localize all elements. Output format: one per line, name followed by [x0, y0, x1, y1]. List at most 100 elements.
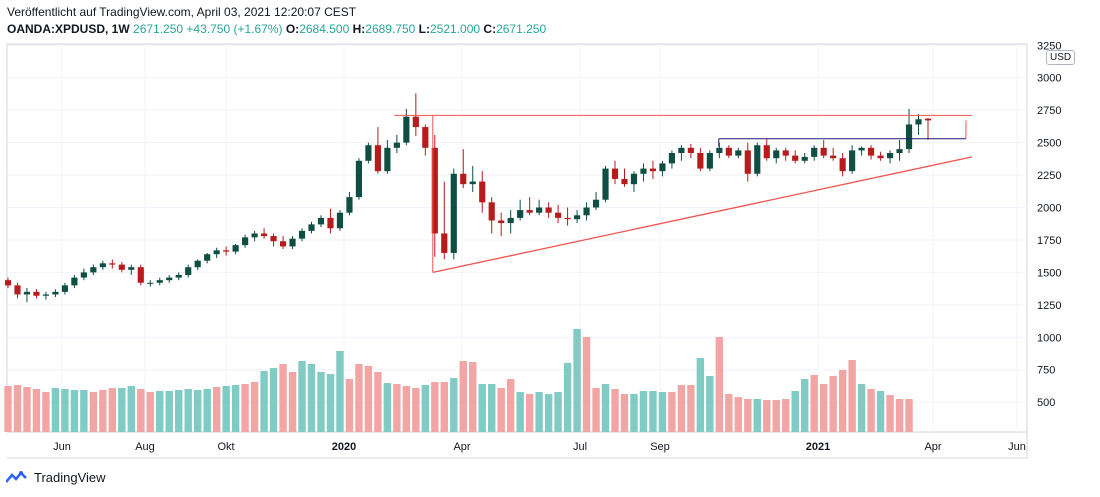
- volume-bar: [819, 384, 828, 432]
- candle-body: [232, 245, 239, 252]
- price-tick-label: 2250: [1037, 170, 1061, 182]
- candle-body: [592, 199, 600, 208]
- candle-body: [166, 277, 173, 281]
- volume-bar: [810, 375, 818, 432]
- volume-bar: [886, 395, 894, 432]
- candle-body: [71, 277, 78, 286]
- candle-body: [839, 158, 846, 172]
- volume-bar: [791, 391, 799, 432]
- candle-body: [573, 215, 581, 220]
- candle-body: [668, 153, 675, 164]
- volume-bar: [393, 384, 401, 432]
- tradingview-label: TradingView: [34, 470, 106, 485]
- volume-bar: [412, 388, 420, 432]
- volume-bar: [175, 390, 183, 432]
- volume-bar: [592, 388, 600, 432]
- candle-body: [602, 168, 609, 200]
- low-label: L:: [418, 22, 430, 36]
- price-tick-label: 1750: [1037, 235, 1061, 247]
- volume-bar: [32, 389, 41, 432]
- open-label: O:: [285, 22, 300, 36]
- volume-bar: [658, 392, 667, 432]
- close-label: C:: [483, 22, 497, 36]
- candle-body: [14, 285, 21, 295]
- volume-bar: [639, 391, 648, 432]
- candle-body: [744, 150, 751, 174]
- volume-bar: [573, 329, 581, 432]
- volume-bar: [563, 363, 572, 432]
- volume-bar: [801, 379, 809, 432]
- volume-bar: [715, 337, 724, 432]
- candle-body: [270, 236, 277, 242]
- candle-body: [289, 238, 296, 247]
- candle-body: [469, 181, 476, 185]
- candle-body: [460, 173, 467, 185]
- volume-bar: [895, 399, 904, 432]
- volume-bar: [582, 337, 591, 432]
- volume-bar: [725, 394, 733, 432]
- currency-badge[interactable]: USD: [1046, 50, 1076, 65]
- candle-body: [849, 150, 856, 172]
- price-tick-label: 750: [1037, 365, 1055, 377]
- volume-bar: [838, 370, 847, 432]
- candle-body: [374, 145, 381, 172]
- candle-body: [90, 267, 97, 273]
- volume-bar: [620, 394, 629, 432]
- candle-body: [868, 147, 875, 156]
- volume-bar: [80, 390, 88, 432]
- candle-body: [393, 142, 400, 148]
- volume-bar: [516, 392, 524, 432]
- volume-bar: [649, 391, 657, 432]
- candle-body: [687, 147, 694, 154]
- candle-body: [811, 147, 818, 157]
- candle-body: [763, 145, 770, 159]
- candle-body: [488, 202, 495, 221]
- volume-bar: [630, 394, 638, 432]
- candle-body: [223, 250, 230, 252]
- candle-body: [924, 118, 932, 121]
- volume-bar: [753, 399, 761, 432]
- volume-bar: [431, 382, 439, 432]
- volume-bar: [279, 364, 287, 432]
- volume-bar: [61, 389, 69, 432]
- volume-bar: [222, 386, 230, 432]
- candle-body: [422, 127, 429, 148]
- candle-body: [536, 207, 543, 213]
- volume-bar: [212, 387, 221, 432]
- high-label: H:: [352, 22, 366, 36]
- time-tick-label: Apr: [924, 441, 941, 453]
- candle-body: [441, 233, 448, 253]
- candle-body: [915, 119, 922, 125]
- price-tick-label: 2500: [1037, 138, 1061, 150]
- candle-body: [213, 250, 220, 255]
- tradingview-brand[interactable]: TradingView: [6, 470, 106, 485]
- candle-body: [194, 260, 201, 268]
- tradingview-logo-icon: [6, 470, 27, 483]
- volume-bar: [89, 392, 98, 432]
- candle-body: [52, 291, 59, 295]
- volume-bar: [782, 399, 790, 432]
- candle-body: [431, 147, 438, 234]
- candle-body: [242, 237, 249, 246]
- candle-body: [175, 274, 182, 278]
- volume-bar: [336, 351, 344, 432]
- candle-body: [649, 168, 657, 172]
- volume-bar: [165, 391, 173, 432]
- price-tick-label: 1500: [1037, 267, 1061, 279]
- candle-body: [659, 163, 666, 172]
- candle-body: [61, 285, 68, 292]
- candle-body: [365, 145, 372, 161]
- symbol-name[interactable]: OANDA:XPDUSD, 1W: [7, 22, 130, 36]
- volume-bar: [260, 371, 268, 432]
- time-tick-label: Jun: [1008, 441, 1026, 453]
- volume-bar: [506, 379, 515, 432]
- volume-bar: [848, 360, 856, 432]
- volume-bar: [288, 372, 297, 432]
- volume-bar: [488, 384, 496, 432]
- volume-bar: [554, 392, 562, 432]
- volume-bar: [42, 392, 50, 432]
- time-tick-label: 2020: [332, 441, 356, 453]
- volume-bar: [478, 384, 486, 432]
- volume-bar: [469, 362, 477, 432]
